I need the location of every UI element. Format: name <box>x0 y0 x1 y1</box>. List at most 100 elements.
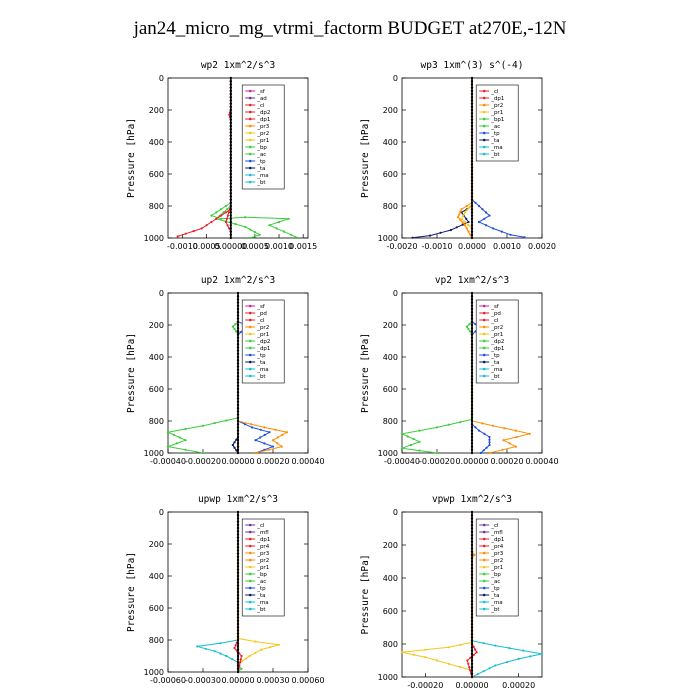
series-marker <box>435 426 439 429</box>
series-marker <box>236 523 240 526</box>
series-marker <box>502 439 505 442</box>
x-tick-label: 0.0005 <box>193 242 221 251</box>
series-marker <box>249 228 252 231</box>
series-marker <box>515 435 518 439</box>
series-marker <box>484 211 488 214</box>
x-tick-label: 0.0020 <box>528 242 556 251</box>
series-marker <box>470 527 474 530</box>
legend-marker <box>482 572 486 576</box>
series-marker <box>224 211 227 214</box>
series-marker <box>470 543 474 547</box>
plot-frame <box>167 77 309 239</box>
series-marker <box>470 596 474 599</box>
series-marker <box>236 375 240 378</box>
series-marker <box>244 216 247 219</box>
series-marker <box>470 656 474 659</box>
series-marker <box>236 517 240 520</box>
series-marker <box>470 619 474 623</box>
legend-marker <box>248 311 252 315</box>
series-marker <box>488 441 491 444</box>
series-marker <box>263 442 266 445</box>
series-marker <box>470 330 474 333</box>
series-marker <box>236 339 240 343</box>
series-marker <box>470 629 474 632</box>
series-marker <box>470 201 474 204</box>
series-marker <box>470 557 474 560</box>
legend-marker <box>248 586 252 590</box>
series-marker <box>236 619 240 622</box>
series-marker <box>236 546 240 549</box>
legend-marker <box>248 304 252 308</box>
series-marker <box>474 648 477 651</box>
series-marker <box>418 440 421 443</box>
y-axis-label: Pressure [hPa] <box>126 552 137 632</box>
series-marker <box>470 672 474 675</box>
legend-marker <box>482 537 486 541</box>
series-marker <box>229 160 232 163</box>
series-marker <box>479 451 482 455</box>
chart-panel: up2 1xm^2/s^3 Pressure [hPa] 0 200 400 600 800… <box>126 275 325 466</box>
series-marker <box>250 423 253 426</box>
series-marker <box>483 217 486 220</box>
series-marker <box>205 224 208 227</box>
series-marker <box>260 648 263 651</box>
series-marker <box>229 214 232 217</box>
y-tick-label: 1000 <box>144 449 164 458</box>
series-marker <box>470 192 474 195</box>
series-marker <box>503 427 506 430</box>
series-marker <box>400 447 404 450</box>
legend-label: _cl <box>490 89 499 95</box>
series-marker <box>236 536 240 539</box>
chart-panel: wp3 1xm^(3) s^(-4) Pressure [hPa] 0 200 400 6… <box>360 60 556 251</box>
series-marker <box>236 400 240 403</box>
legend-label: _ta <box>256 166 265 172</box>
y-axis-label: Pressure [hPa] <box>360 333 371 413</box>
legend-marker <box>482 579 486 583</box>
legend-label: _sf <box>256 89 266 95</box>
series-marker <box>236 667 240 670</box>
legend-label: _pr1 <box>256 332 269 338</box>
series-marker <box>469 669 472 672</box>
series-marker <box>470 570 474 573</box>
series-marker <box>470 451 474 455</box>
series-marker <box>236 558 240 562</box>
legend-marker <box>248 353 252 357</box>
legend-marker <box>482 353 486 357</box>
panel-title: wp3 1xm^(3) s^(-4) <box>421 60 524 71</box>
legend-marker <box>482 551 486 555</box>
series-marker <box>166 431 170 434</box>
series-marker <box>275 227 278 230</box>
legend-label: _ta <box>490 138 499 144</box>
series-marker <box>470 669 474 672</box>
legend-marker <box>482 332 486 336</box>
series-marker <box>236 336 240 339</box>
series-marker <box>476 673 479 676</box>
series-marker <box>465 325 468 328</box>
y-axis-label: Pressure [hPa] <box>126 118 137 198</box>
series-marker <box>470 339 474 343</box>
series-marker <box>455 226 458 229</box>
x-tick-label: 0.00040 <box>525 457 558 466</box>
legend-label: _bp <box>490 572 501 578</box>
x-tick-label: -0.0010 <box>422 242 453 251</box>
series-marker <box>192 230 195 233</box>
series-marker <box>470 236 474 240</box>
series-marker <box>229 124 232 128</box>
series-marker <box>470 211 474 214</box>
x-tick-label: 0.00020 <box>490 457 523 466</box>
series-marker <box>428 234 432 237</box>
series-marker <box>229 195 232 198</box>
series-marker <box>236 510 240 514</box>
series-marker <box>470 224 474 227</box>
series-marker <box>236 301 240 304</box>
legend-label: _ac <box>256 579 266 585</box>
series-marker <box>236 445 240 448</box>
legend-marker <box>482 593 486 597</box>
series-marker <box>462 214 465 217</box>
series-marker <box>233 446 236 449</box>
legend-label: _tp <box>490 586 500 592</box>
legend-marker <box>248 96 252 100</box>
x-tick-label: -0.00040 <box>150 457 186 466</box>
legend-marker <box>248 339 252 343</box>
series-marker <box>280 445 283 448</box>
